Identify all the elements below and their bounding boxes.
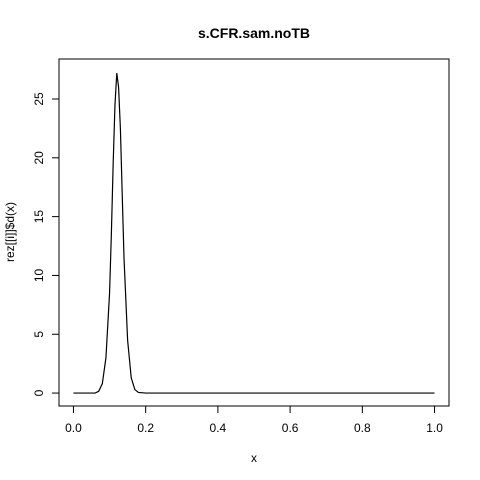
x-tick-label: 0.4: [210, 421, 227, 435]
y-axis: 0 5 10 15 20 25: [32, 92, 60, 396]
plot-frame: [58, 58, 450, 407]
x-axis: 0.0 0.2 0.4 0.6 0.8 1.0: [65, 405, 443, 435]
density-line: [73, 73, 435, 394]
x-tick-label: 0.6: [282, 421, 299, 435]
y-tick-label: 20: [32, 151, 46, 165]
y-tick-label: 5: [32, 331, 46, 338]
x-tick-label: 0.0: [65, 421, 82, 435]
x-tick-label: 0.8: [354, 421, 371, 435]
x-tick-label: 0.2: [137, 421, 154, 435]
y-tick-label: 25: [32, 92, 46, 106]
y-tick-label: 15: [32, 210, 46, 224]
y-axis-label: rez[[i]]$d(x): [3, 202, 17, 262]
x-axis-label: x: [251, 451, 257, 465]
chart-title: s.CFR.sam.noTB: [198, 25, 310, 41]
y-tick-label: 10: [32, 268, 46, 282]
y-tick-label: 0: [32, 389, 46, 396]
x-tick-label: 1.0: [426, 421, 443, 435]
